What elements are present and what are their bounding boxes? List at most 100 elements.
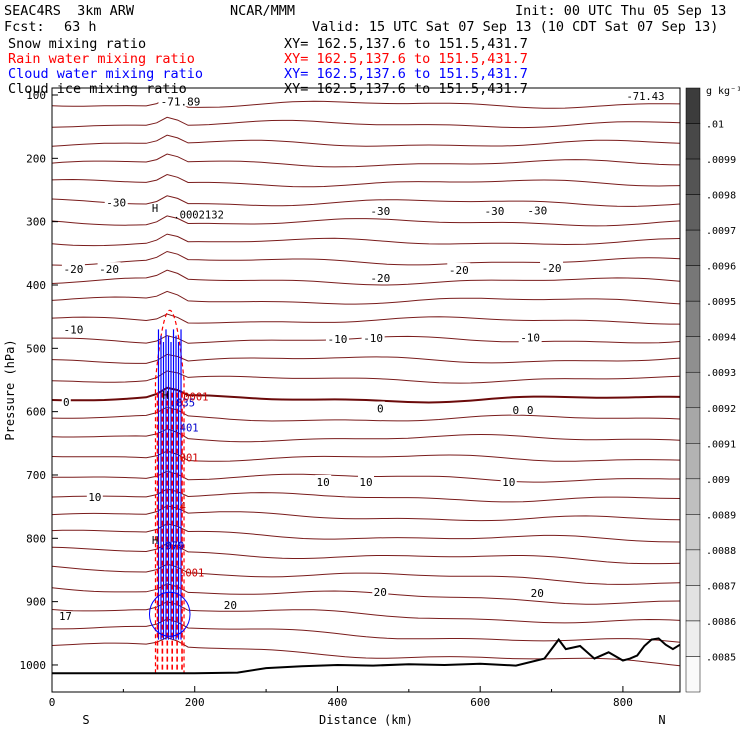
colorbar-box — [685, 407, 701, 444]
colorbar-box — [685, 549, 701, 586]
isotherm-label-bg — [358, 474, 374, 487]
isotherm-label-bg — [525, 203, 549, 216]
isotherm-line — [51, 505, 681, 522]
isotherm-label: -10 — [363, 332, 383, 345]
field-cloudwater-name: Cloud water mixing ratio — [8, 66, 204, 82]
isotherm-line — [51, 269, 681, 286]
isotherm-line — [51, 290, 681, 305]
isotherm-label-bg — [325, 331, 349, 344]
x-end-label-left: S — [82, 713, 89, 727]
field-rain-name: Rain water mixing ratio — [8, 51, 195, 67]
isotherm-line — [51, 233, 681, 247]
colorbar-label: .0099 — [706, 155, 736, 166]
colorbar-label: .0094 — [706, 333, 736, 344]
colorbar-label: .0097 — [706, 226, 736, 237]
annotation-label: -71.43 — [626, 91, 664, 103]
y-tick-label: 700 — [26, 469, 46, 482]
isotherm-label-bg — [518, 330, 542, 343]
isotherm-line — [51, 215, 681, 227]
fcst-label: Fcst: — [4, 19, 45, 35]
colorbar-label: .0092 — [706, 404, 736, 415]
isotherm-line — [51, 353, 681, 364]
isotherm-label-bg — [447, 262, 471, 275]
center-name: NCAR/MMM — [230, 3, 296, 19]
isotherm-label-bg — [222, 597, 239, 610]
annotation-label: .4 — [173, 501, 186, 513]
init-time: Init: 00 UTC Thu 05 Sep 13 — [515, 3, 727, 19]
isotherm-line — [51, 313, 680, 325]
colorbar-label: .0085 — [706, 652, 736, 663]
isotherm-label-bg — [61, 262, 85, 275]
x-tick-label: 800 — [613, 696, 633, 709]
isotherm-label-bg — [368, 271, 392, 284]
annotation-label: 17 — [59, 611, 72, 623]
isotherm-label-bg — [372, 585, 389, 598]
isotherm-label-bg — [482, 203, 506, 216]
field-cloudice-xy: XY= 162.5,137.6 to 151.5,431.7 — [284, 81, 528, 97]
isotherm-label: -20 — [542, 262, 562, 275]
isotherm-label-bg — [97, 262, 121, 275]
isotherm-label-bg — [61, 395, 71, 408]
rain-outline — [154, 310, 185, 674]
colorbar-label: .01 — [706, 120, 724, 131]
colorbar-label: .0096 — [706, 262, 736, 273]
y-tick-label: 200 — [26, 152, 46, 165]
isotherm-label: 20 — [374, 586, 387, 599]
x-axis-label: Distance (km) — [319, 713, 413, 727]
isotherm-label: 0 — [513, 404, 520, 417]
fcst-value: 63 h — [64, 19, 97, 35]
colorbar-label: .0093 — [706, 368, 736, 379]
isotherm-line — [51, 386, 681, 404]
isotherm-label-bg — [375, 401, 385, 414]
isotherm-label: -10 — [520, 332, 540, 345]
isotherm-label: -20 — [99, 263, 119, 276]
y-tick-label: 900 — [26, 596, 46, 609]
cloud-water-contour — [148, 591, 191, 637]
isotherm-line — [51, 601, 681, 624]
isotherm-line — [51, 542, 681, 565]
y-tick-label: 1000 — [20, 659, 47, 672]
annotation-label: .979 — [159, 541, 184, 553]
isotherm-label-bg — [61, 322, 85, 335]
isotherm-line — [51, 116, 681, 129]
isotherm-label-bg — [500, 474, 517, 487]
isotherm-line — [51, 134, 681, 147]
isotherm-line — [51, 450, 681, 462]
isotherm-label: -20 — [449, 264, 469, 277]
isotherm-label: -30 — [106, 197, 126, 210]
isotherm-label-bg — [86, 490, 103, 503]
y-tick-label: 300 — [26, 216, 46, 229]
colorbar-box — [685, 371, 701, 409]
x-tick-label: 600 — [470, 696, 490, 709]
isotherm-label-bg — [511, 402, 521, 415]
isotherm-line — [51, 173, 681, 188]
x-tick-label: 0 — [49, 696, 56, 709]
colorbar-box — [685, 123, 701, 160]
isotherm-label: 0 — [63, 396, 70, 409]
colorbar-box — [685, 194, 701, 231]
isotherm-label: -30 — [485, 205, 505, 218]
isotherm-line — [51, 406, 681, 422]
isotherm-lines — [51, 97, 681, 667]
field-rain-xy: XY= 162.5,137.6 to 151.5,431.7 — [284, 51, 528, 67]
isotherm-line — [51, 195, 681, 207]
colorbar-box — [685, 656, 701, 693]
terrain-surface — [52, 637, 681, 675]
contour-labels: -71.89 -30 -30 -30 -30 -20 -20 -20 -20 -20 -10 -10 -… — [59, 91, 664, 623]
plot-frame — [51, 87, 681, 693]
isotherm-label: -20 — [63, 263, 83, 276]
annotation-label: H — [163, 390, 169, 402]
valid-time: Valid: 15 UTC Sat 07 Sep 13 (10 CDT Sat … — [312, 19, 719, 35]
isotherm-label-bg — [315, 474, 332, 487]
isotherm-label: 10 — [359, 476, 372, 489]
isotherm-line — [51, 250, 681, 266]
isotherm-label: -10 — [328, 333, 348, 346]
annotation-label: H — [152, 535, 158, 547]
isotherm-line — [51, 97, 681, 109]
isotherm-line — [51, 583, 681, 605]
isotherm-line — [51, 523, 681, 543]
x-tick-label: 200 — [185, 696, 205, 709]
colorbar-label: .0087 — [706, 581, 736, 592]
